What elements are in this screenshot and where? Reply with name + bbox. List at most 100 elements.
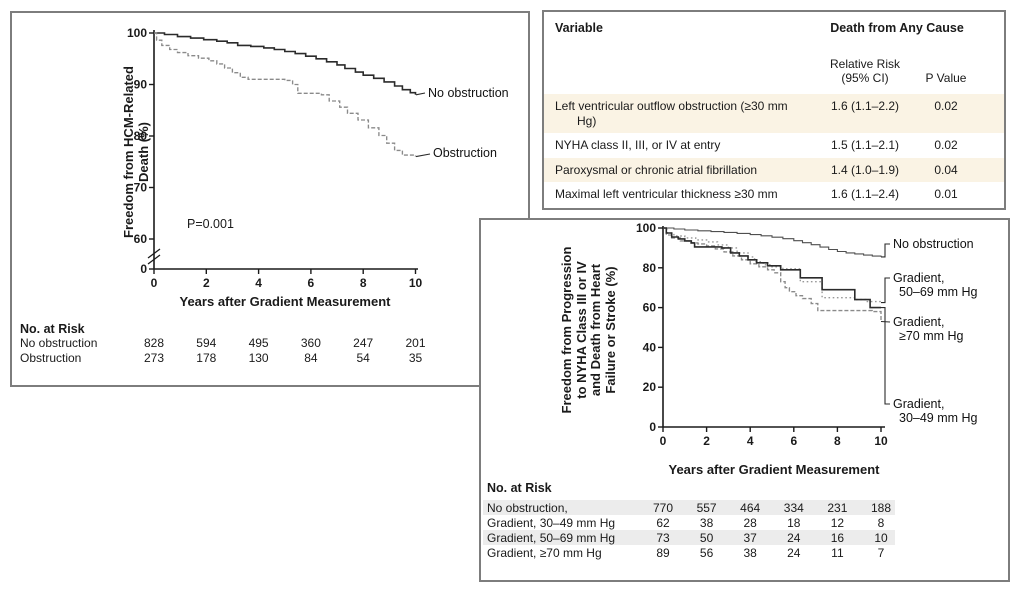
curve-label: 50–69 mm Hg — [899, 285, 978, 299]
hcm-death-chart-overlay: Freedom from HCM-Related Death (%) P=0.0… — [12, 13, 528, 385]
rr-table-relative-risk-header: Relative Risk (95% CI) — [813, 57, 917, 85]
risk-value: 24 — [787, 546, 801, 560]
risk-value: 38 — [743, 546, 757, 560]
y-tick-label: 20 — [643, 380, 657, 394]
risk-value: 594 — [196, 336, 217, 350]
risk-value: 8 — [877, 516, 885, 530]
x-tick-label: 2 — [203, 276, 210, 290]
risk-row-shading — [483, 500, 895, 515]
x-axis-title: Years after Gradient Measurement — [668, 462, 880, 477]
variable-cell: Left ventricular outflow obstruction (≥3… — [555, 99, 788, 128]
rr-table-group-header: Death from Any Cause — [830, 21, 964, 35]
risk-row-label: Obstruction — [20, 351, 82, 365]
rr-header-line: (95% CI) — [841, 71, 889, 85]
risk-value: 201 — [405, 336, 426, 350]
rr-table-row: Left ventricular outflow obstruction (≥3… — [544, 94, 1004, 133]
nyha-progression-chart: 100 80 60 40 20 00 2 4 6 8 10 No obstruction Gradien… — [636, 221, 978, 448]
risk-value: 495 — [248, 336, 269, 350]
axes — [153, 30, 418, 270]
risk-value: 62 — [656, 516, 670, 530]
risk-value: 38 — [699, 516, 714, 530]
x-tick-label: 10 — [409, 276, 423, 290]
curve-label: Gradient, — [893, 315, 944, 329]
risk-row-label: No obstruction — [20, 336, 98, 350]
km-curve-2 — [663, 227, 882, 322]
risk-value: 231 — [827, 501, 848, 515]
risk-value: 130 — [248, 351, 269, 365]
y-tick-label: 0 — [140, 262, 147, 276]
hcm-death-chart: 100 90 80 70 60 00 2 4 6 8 10 No obstruction Obstruc… — [127, 26, 509, 290]
pvalue-cell: 0.04 — [934, 162, 958, 177]
risk-value: 28 — [743, 516, 757, 530]
rr-header-line: Relative Risk — [829, 57, 901, 71]
risk-row-label: Gradient, 50–69 mm Hg — [487, 531, 616, 545]
risk-value: 360 — [300, 336, 321, 350]
x-tick-label: 4 — [747, 434, 754, 448]
curve-label: 30–49 mm Hg — [899, 411, 978, 425]
risk-value: 16 — [830, 531, 845, 545]
risk-value: 178 — [196, 351, 217, 365]
risk-row-label: Gradient, 30–49 mm Hg — [487, 516, 616, 530]
relative-risk-cell: 1.6 (1.1–2.2) — [830, 99, 900, 113]
curve-label: No obstruction — [893, 237, 974, 251]
y-tick-label: 0 — [649, 420, 656, 434]
risk-value: 11 — [831, 546, 844, 560]
axes — [662, 226, 885, 428]
risk-table-right: No. at Risk No obstruction, 770 557 464 334 23… — [481, 220, 1008, 580]
risk-value: 12 — [830, 516, 845, 530]
risk-value: 37 — [743, 531, 757, 545]
risk-table-title: No. at Risk — [487, 481, 552, 495]
risk-value: 54 — [356, 351, 370, 365]
nyha-progression-chart-panel: 100 80 60 40 20 0 0 2 4 6 8 10 No obstruction Gradien… — [479, 218, 1010, 582]
risk-value: 557 — [696, 501, 717, 515]
x-tick-label: 6 — [308, 276, 315, 290]
km-curve-1 — [154, 32, 417, 157]
rr-table-row: Paroxysmal or chronic atrial fibrillatio… — [544, 157, 1004, 182]
risk-value: 7 — [877, 546, 885, 560]
y-tick-label: 60 — [134, 232, 148, 246]
pvalue-annotation: P=0.001 — [187, 217, 234, 231]
x-tick-label: 10 — [874, 434, 888, 448]
x-axis-title: Years after Gradient Measurement — [179, 294, 391, 309]
rr-table-body: Left ventricular outflow obstruction (≥3… — [544, 94, 1004, 207]
axis-break — [147, 248, 161, 265]
risk-value: 464 — [740, 501, 761, 515]
relative-risk-cell: 1.5 (1.1–2.1) — [830, 138, 900, 152]
risk-value: 24 — [787, 531, 801, 545]
risk-row-shading — [483, 530, 895, 545]
relative-risk-table-panel: Variable Death from Any Cause Relative R… — [542, 10, 1006, 210]
km-curve-3 — [663, 227, 881, 309]
pvalue-cell: 0.02 — [934, 138, 958, 152]
curve-label-connector — [415, 92, 426, 96]
risk-row-label: Gradient, ≥70 mm Hg — [487, 546, 602, 560]
x-tick-label: 4 — [255, 276, 262, 290]
curve-label-connector — [415, 153, 431, 158]
relative-risk-cell: 1.4 (1.0–1.9) — [830, 162, 900, 177]
rr-table-row: Maximal left ventricular thickness ≥30 m… — [544, 182, 1004, 207]
risk-value: 247 — [353, 336, 374, 350]
pvalue-cell: 0.02 — [934, 99, 958, 113]
tick-marks: 100 80 60 40 20 00 2 4 6 8 10 — [636, 221, 888, 448]
y-tick-label: 100 — [636, 221, 656, 235]
curve-label: Gradient, — [893, 397, 944, 411]
variable-cell: Paroxysmal or chronic atrial fibrillatio… — [555, 162, 758, 177]
rr-table-variable-header: Variable — [555, 21, 603, 35]
risk-value: 89 — [656, 546, 670, 560]
risk-value: 18 — [787, 516, 801, 530]
x-tick-label: 6 — [790, 434, 797, 448]
risk-value: 10 — [874, 531, 888, 545]
curve-label: Gradient, — [893, 271, 944, 285]
rr-table-pvalue-header: P Value — [925, 71, 967, 85]
km-curve-0 — [154, 32, 417, 95]
curve-label: No obstruction — [428, 86, 509, 100]
x-tick-label: 8 — [360, 276, 367, 290]
variable-cell: NYHA class II, III, or IV at entry — [555, 138, 721, 152]
curve-label-connector — [881, 277, 890, 304]
y-tick-label: 100 — [127, 26, 147, 40]
risk-value: 35 — [408, 351, 423, 365]
x-tick-label: 2 — [703, 434, 710, 448]
x-tick-label: 8 — [834, 434, 841, 448]
curve-label: Obstruction — [433, 146, 497, 160]
nyha-progression-chart-overlay: Freedom from Progression to NYHA Class I… — [481, 220, 1008, 580]
tick-marks: 100 90 80 70 60 00 2 4 6 8 10 — [127, 26, 423, 290]
